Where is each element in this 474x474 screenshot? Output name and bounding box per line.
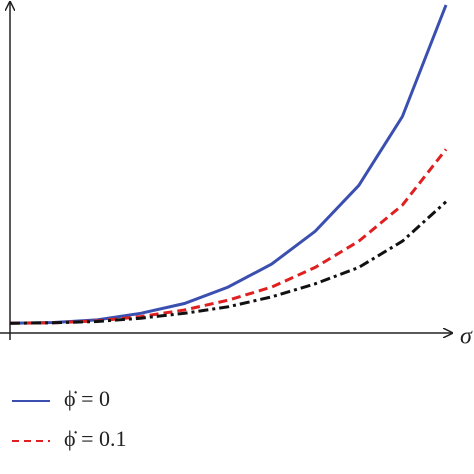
series-line	[9, 200, 448, 325]
series-line	[9, 148, 448, 325]
x-axis-label: σ	[460, 324, 473, 350]
series-line	[9, 4, 448, 325]
legend-label: ϕ̇ = 0	[64, 386, 110, 411]
legend-label: ϕ̇ = 0.1	[64, 426, 127, 451]
